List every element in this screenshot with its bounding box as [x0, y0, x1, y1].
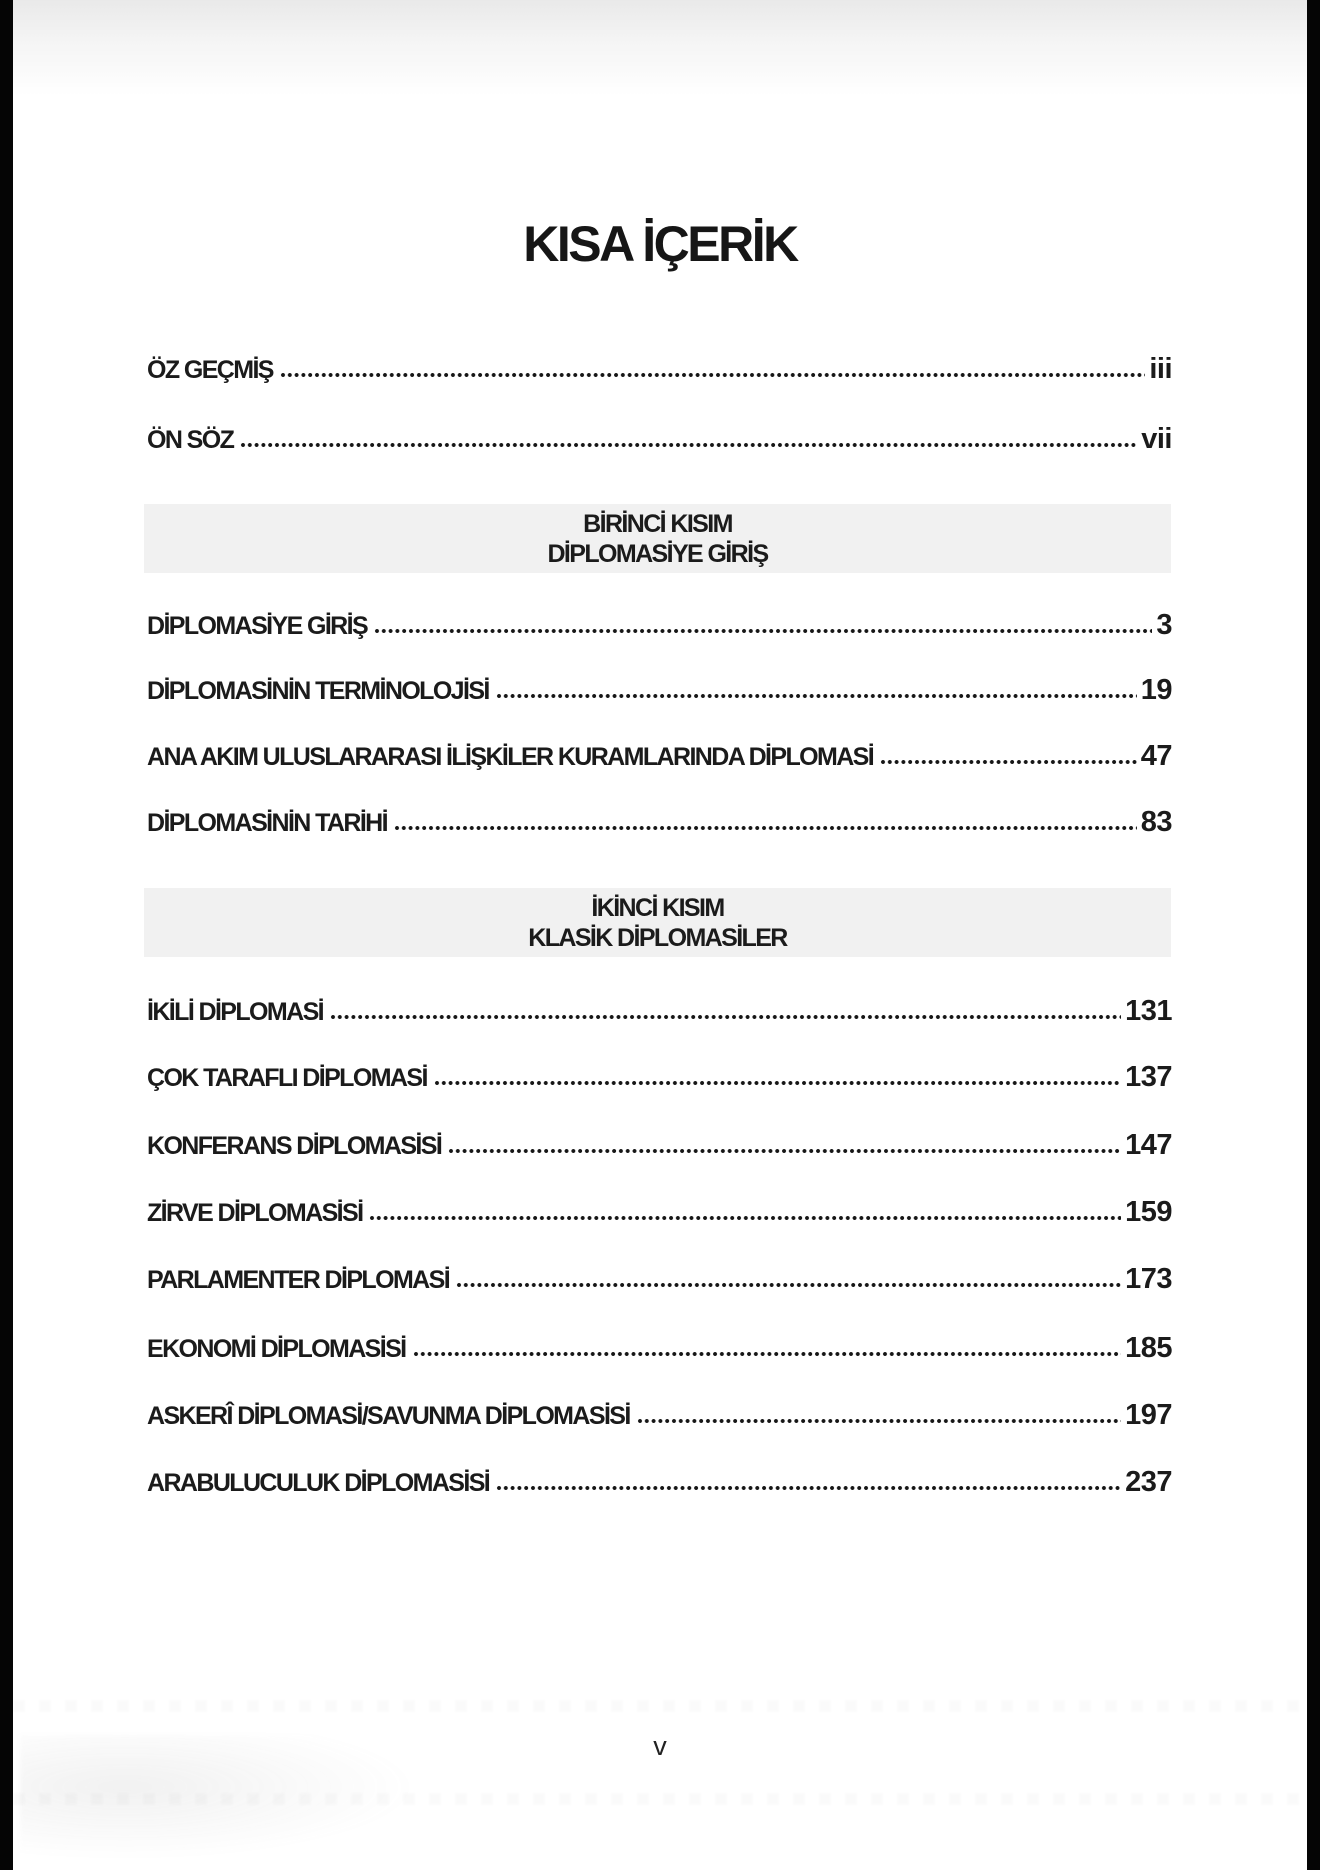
toc-entry-page: 3 [1156, 609, 1172, 641]
toc-row: ÖZ GEÇMİŞ iii [147, 353, 1172, 386]
dot-leader [412, 1351, 1122, 1357]
toc-row: ZİRVE DİPLOMASİSİ 159 [147, 1196, 1172, 1229]
scan-edge-left [0, 0, 13, 1870]
dot-leader [448, 1148, 1122, 1154]
toc-entry-label: PARLAMENTER DİPLOMASİ [147, 1266, 451, 1294]
toc-row: ASKERÎ DİPLOMASİ/SAVUNMA DİPLOMASİSİ 197 [147, 1399, 1172, 1432]
toc-row: ÇOK TARAFLI DİPLOMASİ 137 [147, 1061, 1172, 1094]
dot-leader [636, 1418, 1122, 1424]
toc-entry-page: 83 [1140, 806, 1173, 838]
toc-entry-label: ZİRVE DİPLOMASİSİ [147, 1199, 364, 1227]
toc-entry-label: ANA AKIM ULUSLARARASI İLİŞKİLER KURAMLAR… [147, 743, 875, 771]
toc-entry-page: iii [1149, 353, 1172, 385]
toc-row: İKİLİ DİPLOMASİ 131 [147, 995, 1172, 1028]
toc-row: ÖN SÖZ vii [147, 423, 1172, 456]
toc-entry-label: DİPLOMASİNİN TERMİNOLOJİSİ [147, 677, 490, 705]
toc-entry-page: 237 [1125, 1466, 1172, 1498]
dot-leader [495, 693, 1137, 699]
toc-entry-page: 137 [1125, 1061, 1172, 1093]
toc-row: DİPLOMASİNİN TERMİNOLOJİSİ 19 [147, 674, 1173, 707]
dot-leader [279, 372, 1146, 378]
section-heading-band: BİRİNCİ KISIM DİPLOMASİYE GİRİŞ [144, 504, 1171, 573]
toc-entry-label: ASKERÎ DİPLOMASİ/SAVUNMA DİPLOMASİSİ [147, 1402, 631, 1430]
toc-row: DİPLOMASİNİN TARİHİ 83 [147, 806, 1173, 839]
toc-entry-label: KONFERANS DİPLOMASİSİ [147, 1132, 443, 1160]
dot-leader [880, 759, 1137, 765]
dot-leader [433, 1080, 1122, 1086]
scan-artifact [13, 1700, 1307, 1712]
section-kism-label: BİRİNCİ KISIM [583, 510, 733, 538]
toc-entry-page: 147 [1125, 1129, 1172, 1161]
toc-row: ANA AKIM ULUSLARARASI İLİŞKİLER KURAMLAR… [147, 740, 1173, 773]
toc-entry-label: EKONOMİ DİPLOMASİSİ [147, 1335, 407, 1363]
dot-leader [374, 628, 1153, 634]
scan-edge-right [1307, 0, 1320, 1870]
toc-entry-page: 159 [1125, 1196, 1172, 1228]
folio-page-number: v [653, 1731, 667, 1761]
dot-leader [393, 825, 1137, 831]
scan-top-shadow [0, 0, 1320, 96]
dot-leader [240, 442, 1138, 448]
toc-entry-label: DİPLOMASİNİN TARİHİ [147, 809, 389, 837]
dot-leader [369, 1215, 1122, 1221]
toc-entry-page: 173 [1125, 1263, 1172, 1295]
toc-entry-page: 185 [1125, 1332, 1172, 1364]
toc-entry-page: 19 [1140, 674, 1173, 706]
toc-entry-label: ARABULUCULUK DİPLOMASİSİ [147, 1469, 491, 1497]
toc-row: DİPLOMASİYE GİRİŞ 3 [147, 609, 1172, 642]
toc-entry-label: ÖN SÖZ [147, 426, 235, 454]
dot-leader [456, 1282, 1122, 1288]
toc-entry-page: 47 [1140, 740, 1173, 772]
page-title: KISA İÇERİK [523, 215, 799, 272]
toc-entry-page: 197 [1125, 1399, 1172, 1431]
section-title-label: KLASİK DİPLOMASİLER [528, 924, 788, 952]
toc-entry-page: 131 [1125, 995, 1172, 1027]
toc-row: ARABULUCULUK DİPLOMASİSİ 237 [147, 1466, 1172, 1499]
toc-entry-label: ÖZ GEÇMİŞ [147, 356, 274, 384]
dot-leader [330, 1014, 1122, 1020]
scan-artifact [13, 1793, 1307, 1805]
toc-row: PARLAMENTER DİPLOMASİ 173 [147, 1263, 1172, 1296]
toc-entry-label: ÇOK TARAFLI DİPLOMASİ [147, 1064, 428, 1092]
dot-leader [496, 1485, 1122, 1491]
toc-entry-label: İKİLİ DİPLOMASİ [147, 998, 325, 1026]
section-title-label: DİPLOMASİYE GİRİŞ [547, 540, 769, 568]
toc-row: EKONOMİ DİPLOMASİSİ 185 [147, 1332, 1172, 1365]
toc-entry-page: vii [1141, 423, 1172, 455]
section-heading-band: İKİNCİ KISIM KLASİK DİPLOMASİLER [144, 888, 1171, 957]
toc-entry-label: DİPLOMASİYE GİRİŞ [147, 612, 369, 640]
section-kism-label: İKİNCİ KISIM [591, 894, 725, 922]
toc-row: KONFERANS DİPLOMASİSİ 147 [147, 1129, 1172, 1162]
